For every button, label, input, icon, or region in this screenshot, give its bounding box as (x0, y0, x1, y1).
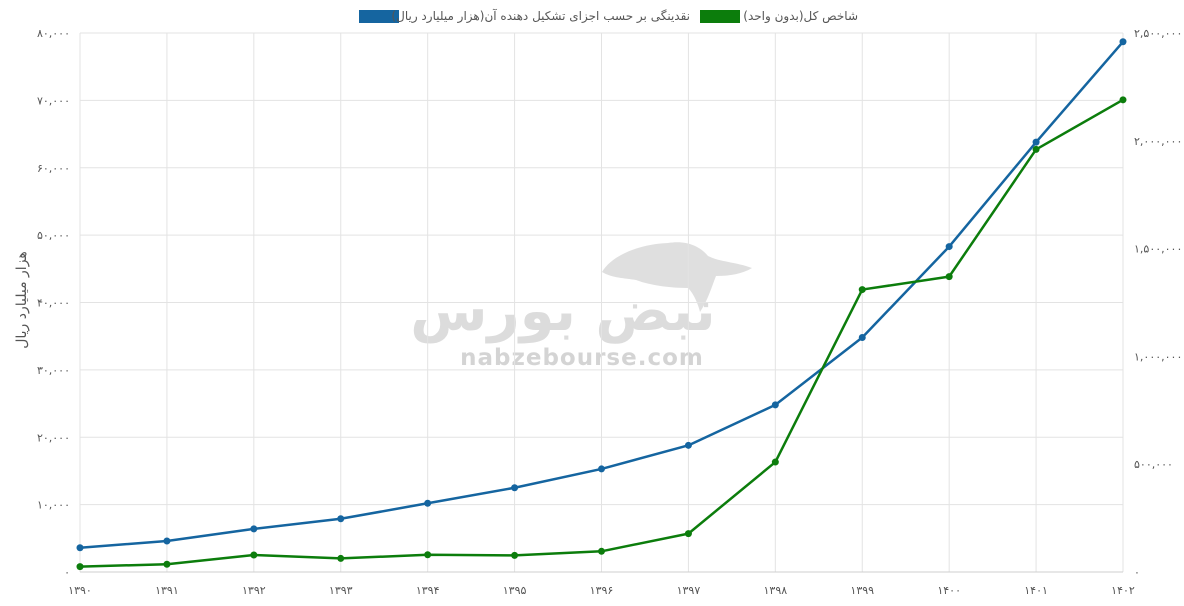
data-point-index[interactable] (771, 458, 779, 466)
legend-swatch-index (700, 10, 740, 23)
data-point-index[interactable] (250, 551, 258, 559)
y-left-tick-label: ۶۰,۰۰۰ (37, 162, 70, 175)
data-point-index[interactable] (511, 551, 519, 559)
data-point-index[interactable] (945, 273, 953, 281)
data-point-liquidity[interactable] (945, 243, 953, 251)
y-left-tick-label: ۰ (64, 566, 70, 579)
data-point-liquidity[interactable] (511, 484, 519, 492)
data-point-index[interactable] (684, 530, 692, 538)
watermark-site-text: nabzebourse.com (460, 345, 704, 371)
axes: ۰ ۱۰,۰۰۰ ۲۰,۰۰۰ ۳۰,۰۰۰ ۴۰,۰۰۰ ۵۰,۰۰۰ ۶۰,۰۰۰ ۷۰,… (37, 27, 1182, 597)
data-point-liquidity[interactable] (163, 537, 171, 545)
series-layer (76, 38, 1127, 571)
y-right-tick-label: ۱,۵۰۰,۰۰۰ (1134, 243, 1182, 256)
x-tick-label: ۱۳۹۶ (590, 584, 614, 597)
x-tick-label: ۱۳۹۹ (850, 584, 874, 597)
x-tick-label: ۱۳۹۰ (68, 584, 92, 597)
y-right-tick-label: ۲,۰۰۰,۰۰۰ (1134, 135, 1182, 148)
data-point-index[interactable] (1119, 96, 1127, 104)
data-point-liquidity[interactable] (598, 465, 605, 473)
data-point-index[interactable] (76, 563, 84, 571)
grid (79, 32, 1124, 573)
legend-item-liquidity[interactable]: نقدینگی بر حسب اجزای تشکیل دهنده آن(هزار… (359, 8, 690, 24)
data-point-index[interactable] (424, 551, 432, 559)
legend-label-index[interactable]: شاخص کل(بدون واحد) (743, 9, 858, 24)
x-tick-label: ۱۳۹۷ (677, 584, 701, 597)
x-tick-label: ۱۴۰۱ (1024, 584, 1048, 597)
y-left-tick-label: ۴۰,۰۰۰ (37, 297, 70, 310)
y-right-tick-label: ۲,۵۰۰,۰۰۰ (1134, 27, 1182, 40)
x-tick-label: ۱۳۹۳ (329, 584, 353, 597)
x-tick-label: ۱۳۹۴ (416, 584, 440, 597)
watermark: نبض بورس nabzebourse.com (410, 242, 752, 371)
x-tick-label: ۱۴۰۲ (1111, 584, 1135, 597)
x-tick-label: ۱۳۹۱ (155, 584, 179, 597)
data-point-liquidity[interactable] (337, 515, 345, 523)
x-tick-label: ۱۳۹۸ (764, 584, 788, 597)
data-point-liquidity[interactable] (858, 334, 866, 342)
legend[interactable]: نقدینگی بر حسب اجزای تشکیل دهنده آن(هزار… (359, 8, 858, 24)
data-point-liquidity[interactable] (76, 544, 84, 552)
legend-label-liquidity[interactable]: نقدینگی بر حسب اجزای تشکیل دهنده آن(هزار… (391, 8, 690, 24)
data-point-liquidity[interactable] (424, 499, 432, 507)
watermark-logo-text: نبض بورس (410, 279, 715, 344)
x-tick-label: ۱۳۹۵ (503, 584, 527, 597)
y-left-tick-label: ۷۰,۰۰۰ (37, 94, 70, 107)
x-tick-label: ۱۳۹۲ (242, 584, 266, 597)
bull-logo-icon (602, 242, 752, 312)
y-right-tick-label: ۱,۰۰۰,۰۰۰ (1134, 350, 1182, 363)
y-left-tick-label: ۵۰,۰۰۰ (37, 229, 70, 242)
data-point-index[interactable] (163, 560, 171, 568)
data-point-index[interactable] (858, 286, 866, 294)
data-point-liquidity[interactable] (250, 525, 258, 533)
data-point-liquidity[interactable] (684, 441, 692, 449)
y-left-tick-label: ۳۰,۰۰۰ (37, 364, 70, 377)
x-tick-label: ۱۴۰۰ (937, 584, 961, 597)
data-point-liquidity[interactable] (771, 401, 779, 409)
y-right-tick-label: ۰ (1134, 566, 1140, 579)
data-point-index[interactable] (1032, 145, 1040, 153)
y-axis-left-title: هزار میلیارد ریال (14, 251, 30, 349)
y-right-tick-label: ۵۰۰,۰۰۰ (1134, 458, 1173, 471)
y-left-tick-label: ۱۰,۰۰۰ (37, 499, 70, 512)
data-point-liquidity[interactable] (1119, 38, 1127, 46)
y-left-tick-label: ۲۰,۰۰۰ (37, 431, 70, 444)
y-left-tick-label: ۸۰,۰۰۰ (37, 27, 70, 40)
legend-item-index[interactable]: شاخص کل(بدون واحد) (700, 9, 858, 24)
data-point-index[interactable] (337, 554, 345, 562)
legend-swatch-liquidity (359, 10, 399, 23)
data-point-liquidity[interactable] (1032, 138, 1040, 146)
data-point-index[interactable] (598, 547, 605, 555)
